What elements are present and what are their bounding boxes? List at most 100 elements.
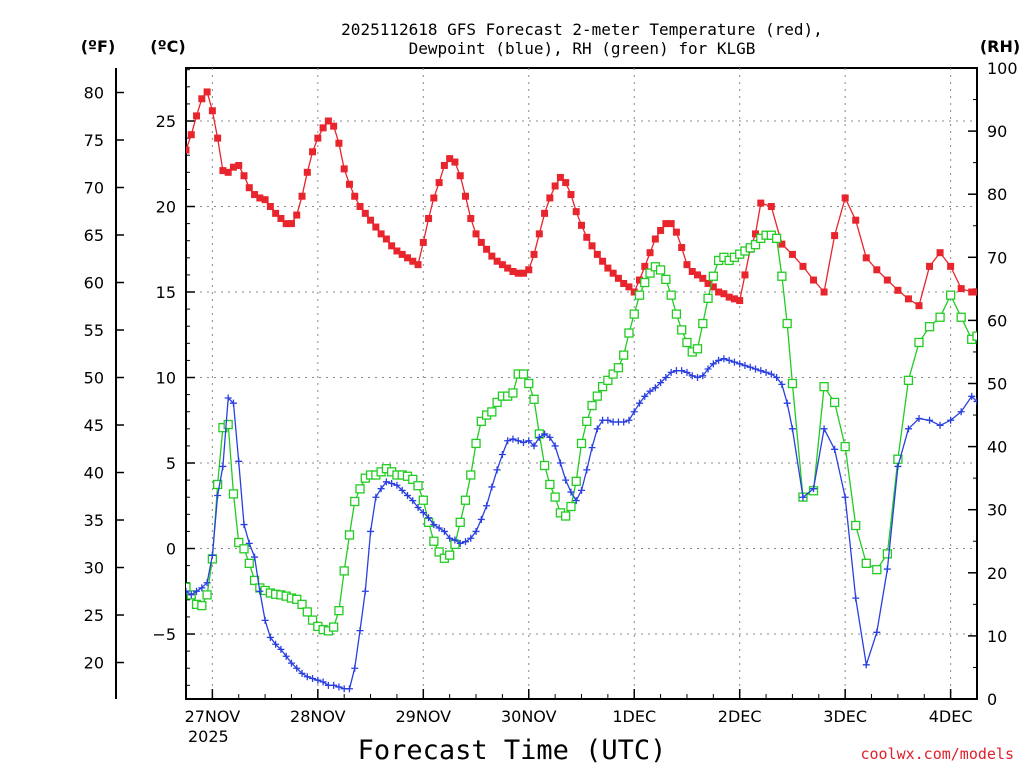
x-tick-label: 4DEC (929, 707, 973, 726)
rh-point (302, 607, 312, 617)
temperature-point (186, 146, 190, 154)
temperature-point (720, 290, 728, 298)
dewpoint-point (783, 399, 791, 407)
rh-point (492, 397, 502, 408)
rh-point (460, 495, 471, 505)
dewpoint-point (504, 437, 512, 445)
dewpoint-point (730, 358, 738, 366)
dewpoint-point (393, 481, 401, 489)
temperature-point (567, 191, 575, 199)
dewpoint-point (388, 480, 396, 488)
dewpoint-point (266, 633, 274, 641)
dewpoint-point (725, 356, 733, 364)
temperature-point (551, 182, 559, 190)
dewpoint-point (186, 587, 190, 595)
temperature-point (609, 269, 617, 277)
temperature-point (725, 293, 733, 301)
temperature-point (556, 173, 564, 181)
dewpoint-point (245, 539, 253, 547)
temperature-point (472, 230, 480, 238)
dewpoint-point (256, 587, 264, 595)
rh-tick-label: 100 (987, 59, 1018, 78)
temperature-point (704, 279, 712, 287)
rh-point (476, 416, 486, 427)
temperature-point (620, 279, 628, 287)
rh-point (455, 517, 465, 527)
dewpoint-point (214, 492, 222, 500)
rh-point (972, 331, 977, 341)
dewpoint-point (303, 673, 311, 681)
temperature-point (435, 179, 443, 187)
temperature-point (287, 220, 295, 228)
temperature-point (957, 285, 965, 293)
temperature-point (799, 262, 807, 270)
dewpoint-point (894, 462, 902, 470)
rh-point (292, 594, 302, 604)
rh-point (840, 441, 850, 452)
x-tick-label: 29NOV (396, 707, 452, 726)
rh-point (223, 419, 233, 430)
rh-point (561, 511, 571, 521)
rh-point (624, 328, 634, 338)
temperature-point (298, 192, 306, 200)
dewpoint-point (947, 416, 955, 424)
x-tick-sublabel: 2025 (188, 727, 229, 746)
dewpoint-point (293, 664, 301, 672)
rh-point (619, 350, 629, 360)
dewpoint-point (483, 502, 491, 510)
dewpoint-point (193, 587, 201, 595)
dewpoint-point (330, 681, 338, 689)
rh-point (202, 590, 212, 600)
temperature-point (266, 203, 274, 211)
dewpoint-point (287, 659, 295, 667)
temperature-point (578, 221, 585, 229)
dewpoint-point (604, 416, 612, 424)
dewpoint-point (578, 486, 585, 494)
temperature-point (614, 274, 622, 282)
temperature-point (778, 240, 786, 248)
dewpoint-point (261, 616, 269, 624)
rh-point (935, 312, 945, 322)
dewpoint-point (583, 466, 591, 474)
rh-point (682, 337, 692, 348)
fahrenheit-tick-label: 40 (84, 464, 104, 483)
dewpoint-point (461, 538, 469, 546)
temperature-point (662, 220, 670, 228)
rh-point (829, 397, 840, 408)
rh-tick-label: 30 (987, 501, 1007, 520)
dewpoint-point (467, 534, 475, 542)
rh-point (882, 549, 893, 559)
temperature-point (309, 148, 317, 156)
dewpoint-point (593, 425, 601, 433)
dewpoint-point (440, 527, 448, 535)
dewpoint-point (361, 587, 369, 595)
rh-point (629, 309, 639, 319)
temperature-point (672, 228, 680, 236)
dewpoint-point (926, 416, 934, 424)
temperature-point (752, 230, 760, 238)
temperature-point (936, 249, 944, 257)
rh-point (634, 290, 645, 300)
dewpoint-point (662, 374, 670, 382)
rh-point (234, 537, 244, 548)
dewpoint-point (556, 459, 564, 467)
chart-title-line-1: 2025112618 GFS Forecast 2-meter Temperat… (341, 20, 823, 39)
temperature-point (293, 211, 301, 219)
dewpoint-point (641, 392, 649, 400)
rh-axis: 0 10 20 30 40 50 60 70 80 90 100 (968, 59, 1018, 709)
temperature-point (562, 179, 570, 187)
rh-point (677, 325, 687, 335)
dewpoint-point (272, 640, 280, 648)
dewpoint-point (224, 394, 232, 402)
fahrenheit-tick-label: 20 (84, 654, 104, 673)
celsius-tick-label: 15 (156, 283, 176, 302)
dewpoint-point (551, 442, 559, 450)
temperature-point (757, 199, 765, 207)
fahrenheit-tick-label: 80 (84, 84, 104, 103)
dewpoint-point (936, 421, 944, 429)
temperature-point (351, 192, 359, 200)
temperature-point (646, 249, 654, 257)
dewpoint-point (709, 360, 717, 368)
temperature-point (841, 194, 849, 202)
rh-point (466, 470, 476, 480)
